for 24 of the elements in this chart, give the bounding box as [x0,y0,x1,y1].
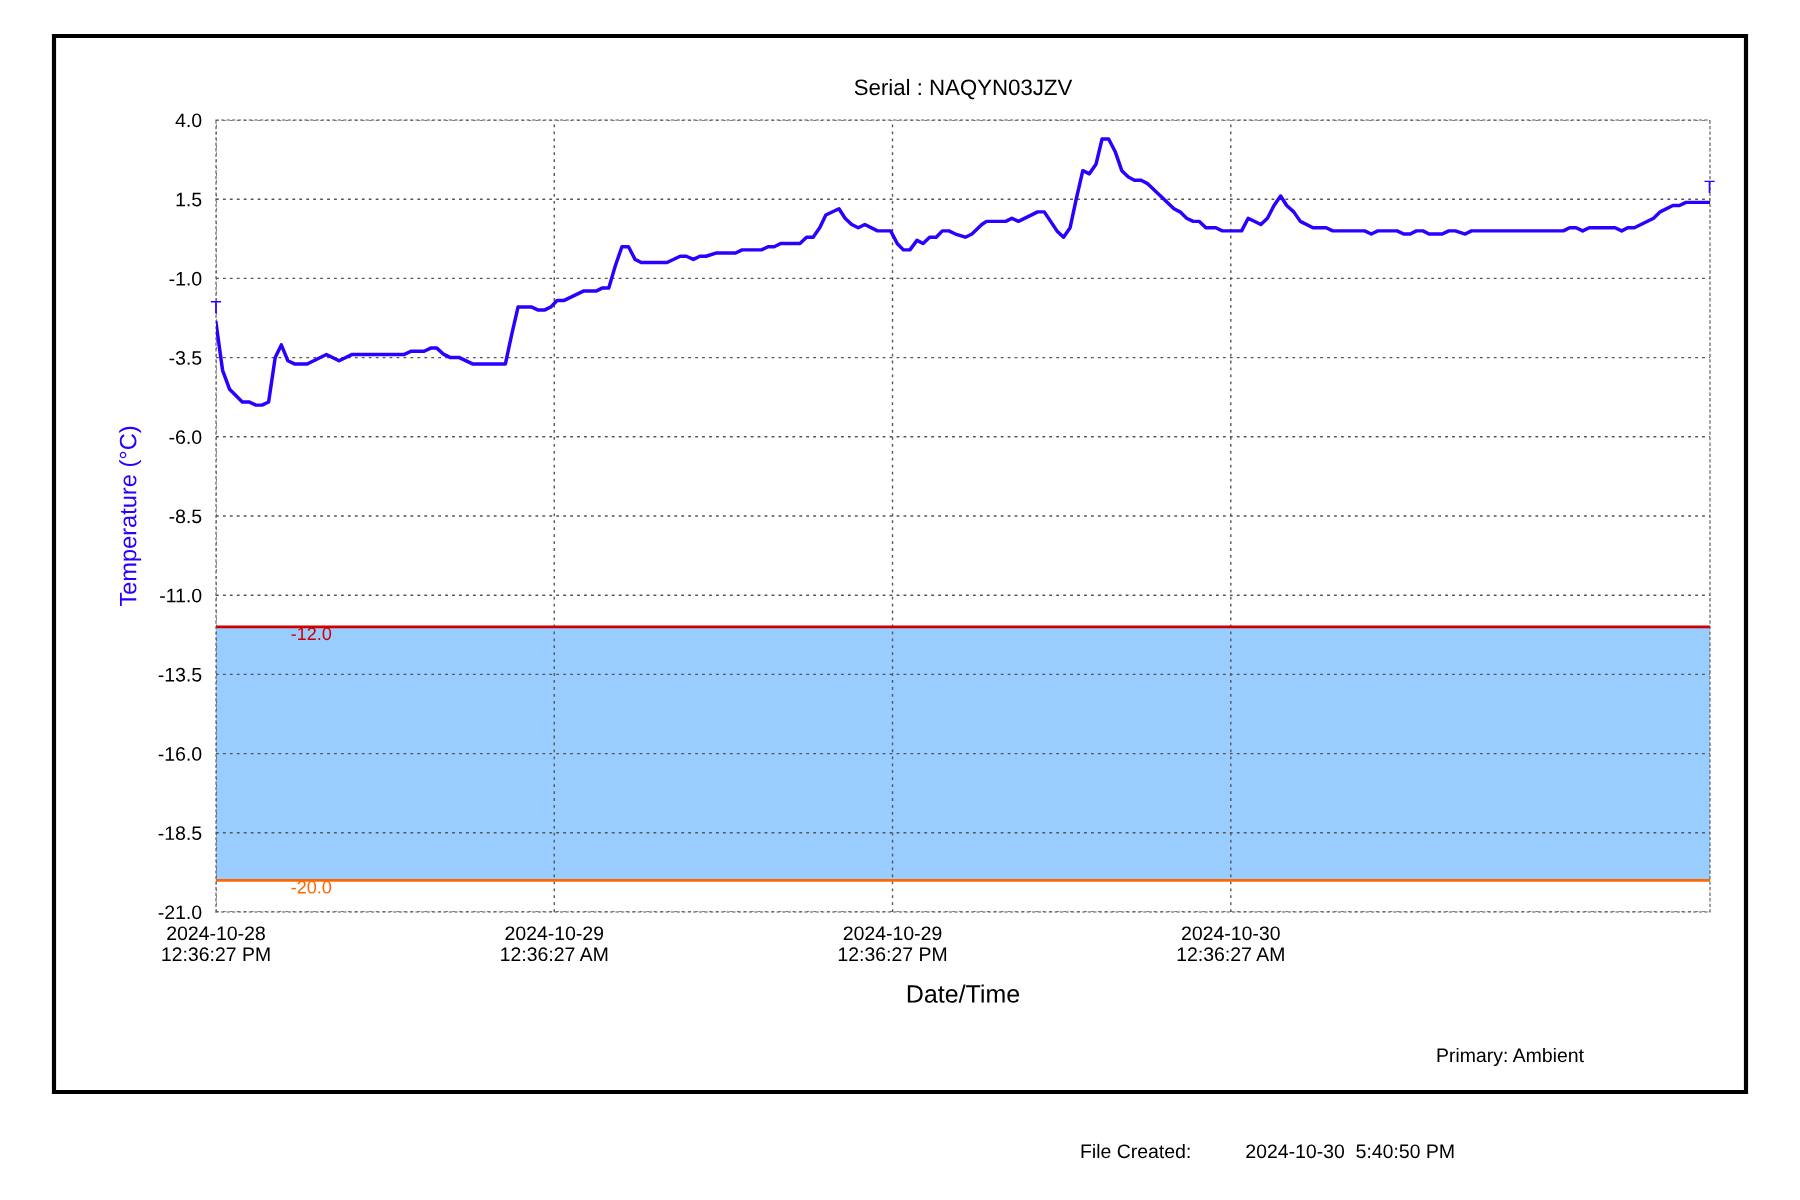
y-tick-label: -21.0 [158,905,202,920]
x-tick-label: 2024-10-30 12:36:27 AM [1177,926,1284,962]
y-tick-label: -6.0 [169,430,202,445]
y-tick-label: 1.5 [176,192,202,207]
annotation: T [1704,180,1715,194]
y-tick-label: -3.5 [169,351,202,365]
y-tick-label: -13.5 [158,667,202,682]
x-axis-title: Date/Time [907,984,1020,1003]
y-tick-label: -8.5 [169,509,202,524]
x-tick-label: 2024-10-29 12:36:27 PM [838,926,947,962]
annotation: T [210,301,222,314]
y-tick-label: 4.0 [175,113,202,128]
x-tick-label: 2024-10-29 12:36:27 AM [501,926,608,962]
x-tick-label: 2024-10-28 12:36:27 PM [162,926,270,962]
chart-title: Serial : NAQYN03JZV [854,78,1073,100]
ref-line-label: -20.0 [291,880,332,894]
y-tick-label: -11.0 [160,588,202,603]
y-axis-title: Temperature (°C) [119,426,142,607]
y-tick-label: -1.0 [169,271,202,286]
text: File Created: 2024-10-30 5:40:50 PM [1081,1143,1454,1159]
text: Primary: Ambient [1437,1047,1584,1067]
y-tick-label: -16.0 [158,747,202,761]
ref-line-label: -12.0 [291,627,332,641]
y-tick-label: -18.5 [158,826,202,841]
